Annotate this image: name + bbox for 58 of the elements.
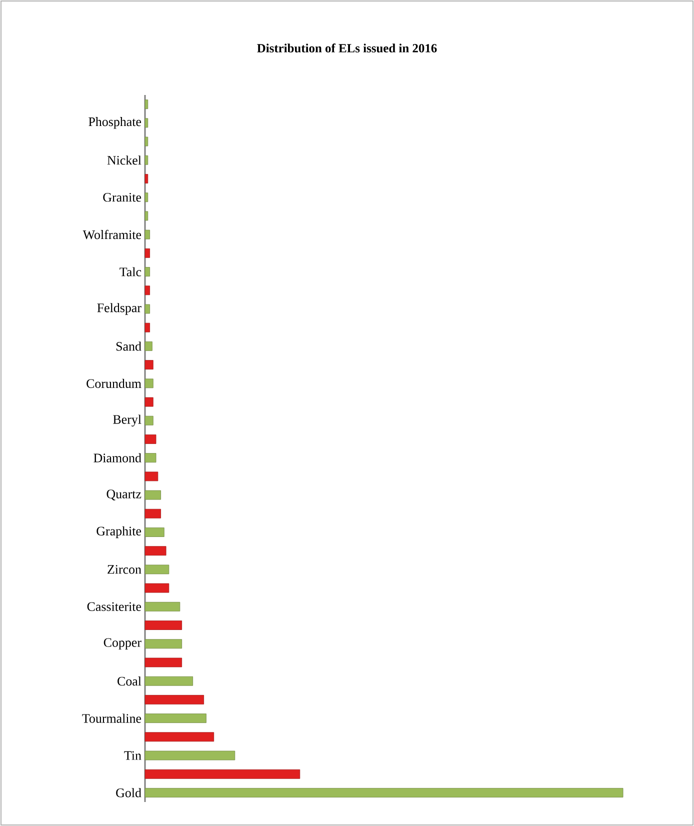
bar [144,230,150,240]
bar [144,602,180,612]
bar [144,564,170,574]
bar [144,490,161,500]
bar [144,416,154,426]
chart-title: Distribution of ELs issued in 2016 [257,44,437,52]
y-tick-label: Copper [104,638,142,650]
y-tick-label: Tourmaline [82,714,142,723]
y-tick-label: Gold [116,788,142,798]
bar [144,639,182,649]
y-tick-label: Nickel [107,156,142,165]
bar [144,546,166,556]
bar [144,694,204,704]
bar [144,322,150,332]
bar [144,341,152,351]
y-tick-label: Quartz [106,490,142,500]
bar [144,472,158,482]
bar [144,155,148,165]
bar [144,750,236,760]
bar [144,304,150,314]
y-tick-label: Wolframite [82,230,142,240]
bar [144,528,164,537]
bar [144,192,148,202]
bar [144,508,161,518]
bar [144,118,148,128]
bar [144,434,156,444]
bar [144,397,154,407]
bar [144,732,214,742]
y-tick-label: Beryl [113,414,142,426]
bar [144,286,150,296]
y-tick-label: Diamond [94,453,142,462]
bar [144,658,182,668]
bar [144,248,150,258]
y-tick-label: Talc [120,267,142,276]
bar [144,453,156,463]
y-tick-label: Tin [124,751,142,760]
y-tick-label: Zircon [108,565,142,574]
bar [144,788,624,798]
bar [144,360,154,370]
y-tick-label: Feldspar [97,303,142,315]
bar [144,583,170,593]
y-tick-label: Phosphate [88,117,142,129]
bar [144,174,148,184]
bar [144,136,148,146]
bar [144,100,148,110]
bar [144,676,193,686]
y-tick-label: Granite [103,192,142,202]
bar [144,211,148,221]
y-tick-label: Graphite [96,526,142,538]
y-tick-label: Corundum [86,378,142,388]
y-tick-label: Coal [118,676,142,686]
bar [144,267,150,276]
bar [144,620,182,630]
y-tick-label: Sand [116,342,142,351]
bar [144,769,300,779]
bar [144,378,154,388]
y-tick-label: Cassiterite [87,602,142,611]
bar [144,714,206,723]
